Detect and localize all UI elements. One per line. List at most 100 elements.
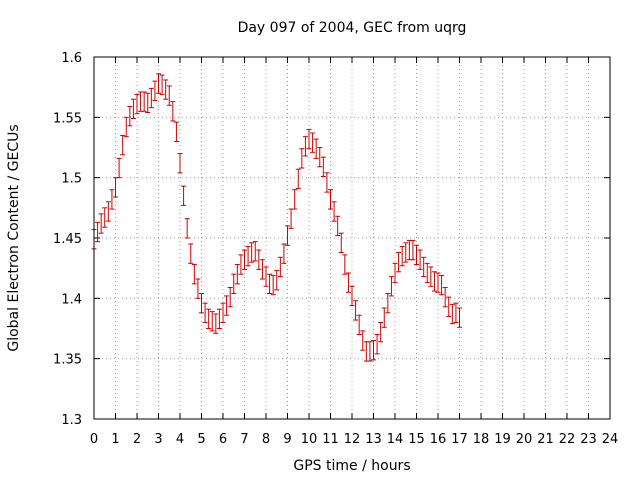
error-bar-point — [414, 244, 420, 266]
error-bar-point — [238, 254, 244, 275]
error-bar-point — [417, 249, 423, 270]
error-bar-point — [421, 256, 427, 278]
x-tick-label: 11 — [322, 432, 339, 447]
error-bar-point — [234, 264, 240, 285]
error-bar-point — [130, 98, 136, 120]
error-bar-point — [102, 207, 108, 228]
error-bar-point — [360, 330, 366, 351]
x-tick-label: 4 — [176, 432, 184, 447]
error-bar-point — [184, 218, 190, 239]
error-bar-point — [220, 302, 226, 323]
error-bar-point — [188, 243, 194, 264]
error-bar-point — [449, 303, 455, 325]
error-bar-point — [331, 201, 337, 222]
error-bar-point — [173, 121, 179, 142]
error-bar-point — [396, 251, 402, 273]
axis-ticks — [93, 56, 611, 420]
error-bar-point — [113, 177, 119, 198]
error-bar-point — [435, 272, 441, 293]
error-bar-point — [116, 157, 122, 179]
x-tick-label: 0 — [90, 432, 98, 447]
x-tick-label: 23 — [580, 432, 597, 447]
error-bar-point — [259, 259, 265, 280]
error-bar-point — [363, 341, 369, 362]
error-bar-point — [249, 242, 255, 263]
x-tick-label: 16 — [430, 432, 447, 447]
x-tick-label: 14 — [387, 432, 404, 447]
error-bar-point — [256, 249, 262, 270]
y-tick-label: 1.3 — [61, 413, 82, 428]
x-tick-label: 2 — [133, 432, 141, 447]
error-bar-point — [324, 172, 330, 193]
error-bar-point — [191, 264, 197, 285]
error-bar-point — [328, 189, 334, 210]
x-tick-label: 21 — [537, 432, 554, 447]
error-bar-point — [195, 278, 201, 299]
error-bar-point — [242, 249, 248, 270]
x-tick-label: 1 — [111, 432, 119, 447]
error-bar-point — [453, 302, 459, 323]
x-tick-label: 15 — [408, 432, 425, 447]
x-tick-label: 17 — [451, 432, 468, 447]
error-bar-point — [181, 185, 187, 206]
x-tick-label: 3 — [154, 432, 162, 447]
x-tick-label: 19 — [494, 432, 511, 447]
error-bar-point — [270, 274, 276, 296]
error-bar-point — [252, 241, 258, 262]
error-bar-point — [199, 293, 205, 314]
error-bar-point — [342, 254, 348, 275]
y-tick-label: 1.6 — [61, 51, 82, 66]
error-bar-point — [317, 147, 323, 168]
error-bar-point — [224, 295, 230, 316]
error-bar-point — [231, 273, 237, 295]
error-bar-point — [206, 308, 212, 329]
error-bar-point — [227, 286, 233, 308]
error-bar-point — [120, 134, 126, 156]
x-tick-label: 13 — [365, 432, 382, 447]
y-axis-label: Global Electron Content / GECUs — [6, 124, 22, 351]
x-tick-label: 22 — [559, 432, 576, 447]
error-bar-point — [367, 341, 373, 362]
error-bar-point — [281, 243, 287, 264]
y-tick-label: 1.5 — [61, 172, 82, 187]
plot-frame — [93, 56, 611, 420]
x-axis-label: GPS time / hours — [293, 458, 410, 474]
x-tick-label: 6 — [219, 432, 227, 447]
error-bar-point — [292, 189, 298, 210]
error-bar-point — [457, 307, 463, 328]
error-bar-point — [299, 148, 305, 169]
error-bar-point — [442, 286, 448, 308]
error-bar-point — [403, 242, 409, 263]
error-bar-point — [302, 136, 308, 157]
tick-labels: 0 1 2 3 4 5 6 7 8 9 10 11 12 13 14 15 16 17 18 19 20 21 22 23 24… — [53, 51, 618, 447]
error-bar-point — [306, 128, 312, 150]
grid-lines — [94, 57, 610, 419]
error-bar-point — [374, 334, 380, 355]
error-bar-point — [267, 273, 273, 295]
y-tick-label: 1.55 — [53, 111, 82, 126]
error-bar-point — [388, 276, 394, 297]
error-bar-point — [166, 85, 172, 106]
error-bar-point — [424, 262, 430, 284]
error-bar-point — [127, 105, 133, 127]
error-bar-point — [152, 80, 158, 101]
error-bar-point — [338, 232, 344, 253]
x-tick-label: 12 — [344, 432, 361, 447]
chart-title: Day 097 of 2004, GEC from uqrg — [238, 20, 467, 36]
x-tick-label: 8 — [262, 432, 270, 447]
error-bar-point — [313, 138, 319, 159]
x-tick-label: 24 — [602, 432, 619, 447]
error-bar-point — [148, 87, 154, 109]
error-bar-point — [277, 256, 283, 278]
error-bar-point — [353, 300, 359, 321]
error-bar-point — [95, 221, 101, 243]
error-bar-point — [381, 307, 387, 328]
error-bar-point — [145, 92, 151, 114]
error-bar-point — [123, 116, 129, 138]
error-bar-point — [320, 156, 326, 177]
error-bar-point — [134, 93, 140, 115]
error-bar-point — [263, 266, 269, 287]
x-tick-label: 10 — [301, 432, 318, 447]
error-bar-point — [349, 285, 355, 307]
